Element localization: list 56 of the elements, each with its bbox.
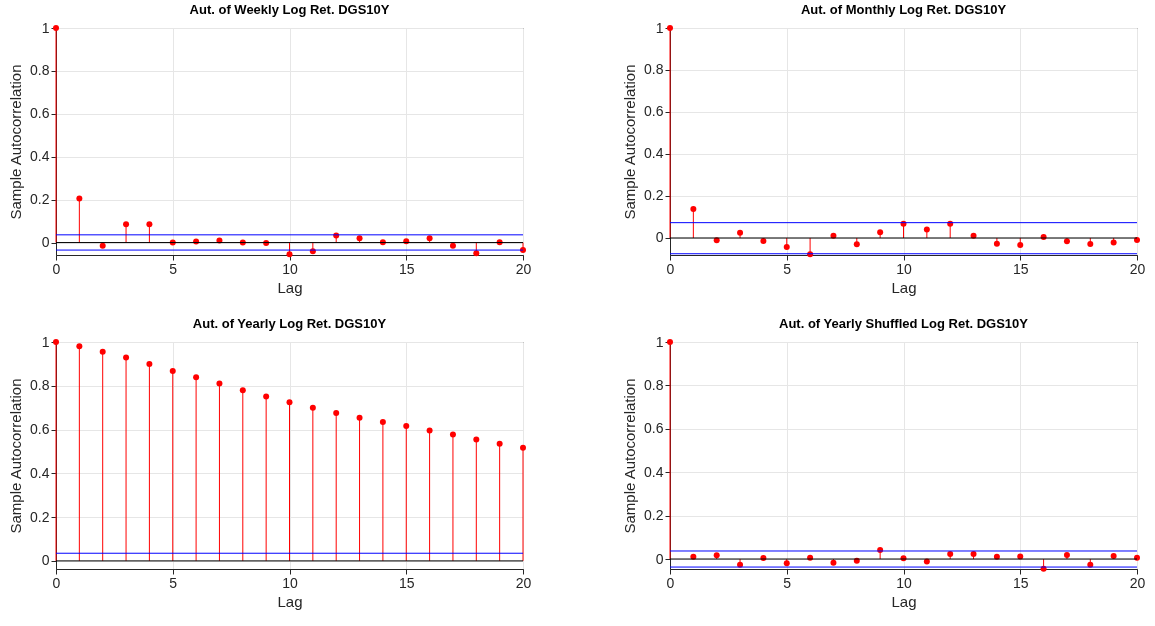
x-tick-label: 10 — [282, 260, 298, 277]
x-axis-title: Lag — [891, 592, 917, 610]
y-tick-label: 1 — [655, 333, 664, 350]
y-tick-label: 0 — [655, 550, 664, 567]
y-tick-label: 0 — [41, 234, 50, 251]
x-tick-label: 10 — [896, 574, 912, 591]
x-tick-label: 20 — [515, 574, 532, 591]
y-tick-label: 0.6 — [644, 420, 664, 437]
y-tick-label: 0.6 — [30, 421, 50, 438]
y-tick-label: 0.2 — [30, 508, 50, 525]
y-tick-label: 0.8 — [30, 62, 50, 79]
y-tick-label: 1 — [41, 333, 50, 350]
chart-title: Aut. of Yearly Shuffled Log Ret. DGS10Y — [779, 316, 1029, 331]
x-tick-label: 20 — [1129, 574, 1146, 591]
x-axis-title: Lag — [277, 592, 303, 610]
y-tick-label: 0.4 — [644, 463, 664, 480]
x-tick-label: 20 — [1129, 260, 1146, 277]
y-tick-label: 0.2 — [30, 191, 50, 208]
y-tick-label: 0 — [655, 229, 664, 246]
x-axis-title: Lag — [277, 278, 303, 296]
x-tick-label: 15 — [398, 574, 415, 591]
x-tick-label: 15 — [1012, 574, 1029, 591]
x-axis-title: Lag — [891, 278, 917, 296]
x-tick-label: 0 — [52, 260, 61, 277]
y-tick-label: 0.6 — [644, 103, 664, 120]
x-tick-label: 20 — [515, 260, 532, 277]
y-tick-label: 0 — [41, 552, 50, 569]
y-tick-label: 0.4 — [644, 145, 664, 162]
y-tick-label: 1 — [41, 19, 50, 36]
y-tick-label: 0.4 — [30, 148, 50, 165]
x-tick-label: 10 — [896, 260, 912, 277]
y-tick-label: 0.4 — [30, 464, 50, 481]
chart-title: Aut. of Weekly Log Ret. DGS10Y — [189, 2, 390, 17]
x-tick-label: 5 — [783, 574, 792, 591]
x-tick-label: 0 — [666, 260, 675, 277]
x-tick-label: 0 — [52, 574, 61, 591]
x-tick-label: 5 — [169, 574, 178, 591]
chart-title: Aut. of Yearly Log Ret. DGS10Y — [192, 316, 387, 331]
y-axis-title: Sample Autocorrelation — [7, 64, 25, 220]
chart-title: Aut. of Monthly Log Ret. DGS10Y — [800, 2, 1007, 17]
y-tick-label: 0.2 — [644, 507, 664, 524]
x-tick-label: 5 — [169, 260, 178, 277]
y-tick-label: 0.8 — [644, 376, 664, 393]
x-tick-label: 15 — [398, 260, 415, 277]
y-tick-label: 0.6 — [30, 105, 50, 122]
y-tick-label: 1 — [655, 19, 664, 36]
y-tick-label: 0.8 — [30, 377, 50, 394]
y-tick-label: 0.2 — [644, 187, 664, 204]
x-tick-label: 10 — [282, 574, 298, 591]
y-axis-title: Sample Autocorrelation — [7, 378, 25, 534]
y-axis-title: Sample Autocorrelation — [621, 64, 639, 220]
x-tick-label: 0 — [666, 574, 675, 591]
y-axis-title: Sample Autocorrelation — [621, 378, 639, 534]
y-tick-label: 0.8 — [644, 61, 664, 78]
x-tick-label: 15 — [1012, 260, 1029, 277]
x-tick-label: 5 — [783, 260, 792, 277]
